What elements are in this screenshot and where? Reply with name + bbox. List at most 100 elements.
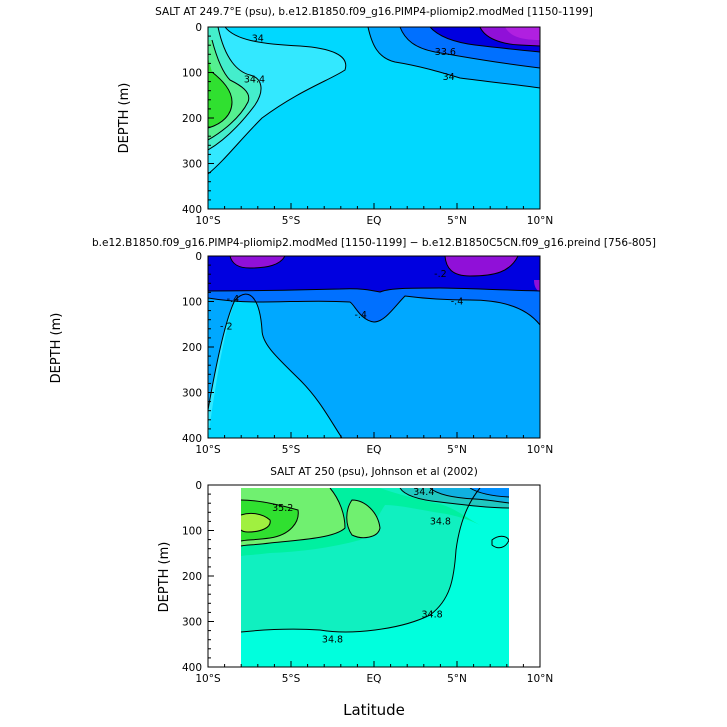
p3-line-a — [240, 487, 481, 633]
y-tick-label: 300 — [182, 388, 202, 400]
contour-label: 34 — [443, 72, 455, 83]
panel-3: SALT AT 250 (psu), Johnson et al (2002) … — [157, 466, 553, 685]
panel-2-ylabel: DEPTH (m) — [49, 313, 64, 384]
contour-label: -.2 — [434, 269, 447, 280]
p1-line-d — [208, 71, 233, 129]
p1-fill-34.8-core — [208, 58, 232, 128]
y-tick-label: 400 — [182, 662, 202, 674]
panel-2-y-ticks: 0 100 200 300 400 — [182, 251, 214, 445]
panel-1-y-ticks: 0 100 200 300 400 — [182, 22, 214, 216]
panel-1-contour-labels: 34 34.4 33.6 34 — [244, 33, 456, 85]
x-tick-label: 5°S — [282, 215, 301, 227]
p3-line-d — [240, 499, 299, 542]
p2-line-c — [208, 287, 540, 293]
contour-label: 35.2 — [272, 503, 293, 514]
y-tick-label: 200 — [182, 342, 202, 354]
y-tick-label: 200 — [182, 571, 202, 583]
panel-1: SALT AT 249.7°E (psu), b.e12.B1850.f09_g… — [117, 6, 593, 227]
x-tick-label: EQ — [367, 673, 382, 685]
p3-line-c — [346, 499, 381, 539]
contour-label: 34.8 — [422, 610, 443, 621]
panel-2: b.e12.B1850.f09_g16.PIMP4-pliomip2.modMe… — [49, 237, 656, 456]
p3-contour-lines — [240, 487, 510, 633]
contour-label: 34.4 — [413, 487, 434, 498]
panel-1-ylabel: DEPTH (m) — [117, 83, 132, 154]
contour-label: -.4 — [451, 297, 464, 308]
p1-line-f — [399, 27, 540, 69]
contour-label: -.4 — [227, 294, 240, 305]
x-tick-label: 5°S — [282, 673, 301, 685]
p1-line-g — [429, 27, 540, 53]
panel-2-x-ticks: 10°S 5°S EQ 5°N 10°N — [195, 432, 553, 456]
panel-3-ylabel: DEPTH (m) — [157, 542, 172, 613]
contour-label: 34.8 — [430, 516, 451, 527]
contour-label: 33.6 — [435, 47, 456, 58]
p3-line-f — [399, 487, 510, 509]
p2-line-a — [208, 293, 343, 438]
y-tick-label: 100 — [182, 68, 202, 80]
figure-xlabel: Latitude — [343, 701, 405, 719]
x-tick-label: 5°S — [282, 444, 301, 456]
contour-label: 34.8 — [322, 635, 343, 646]
panel-1-contours — [208, 27, 540, 209]
panel-3-x-ticks: 10°S 5°S EQ 5°N 10°N — [195, 661, 553, 685]
y-tick-label: 200 — [182, 113, 202, 125]
p1-fill-33.0-core — [505, 27, 540, 40]
p3-line-e — [240, 512, 271, 533]
x-tick-label: 10°N — [527, 215, 553, 227]
x-tick-label: 5°N — [447, 673, 467, 685]
y-tick-label: 0 — [195, 480, 202, 492]
p2-contour-lines — [208, 256, 540, 438]
p2-line-b — [208, 295, 540, 326]
x-tick-label: 10°N — [527, 444, 553, 456]
x-tick-label: EQ — [367, 444, 382, 456]
p1-line-a — [208, 27, 347, 175]
p3-nodata-east — [509, 485, 540, 667]
p2-fill-minus0.8-core-s — [230, 256, 285, 268]
y-tick-label: 100 — [182, 526, 202, 538]
panel-1-x-ticks: 10°S 5°S EQ 5°N 10°N — [195, 203, 553, 227]
p2-line-e — [444, 256, 519, 277]
panel-2-contours — [208, 256, 540, 438]
p2-fill-minus0.8-core-n — [445, 256, 518, 276]
panel-1-title: SALT AT 249.7°E (psu), b.e12.B1850.f09_g… — [155, 6, 593, 18]
p3-line-h — [469, 487, 510, 498]
p2-fill-minus0.8-edge-e — [534, 280, 540, 292]
contour-label: -.2 — [220, 322, 233, 333]
x-tick-label: 10°N — [527, 673, 553, 685]
p3-line-g — [429, 487, 510, 504]
y-tick-label: 100 — [182, 297, 202, 309]
contour-label: 34 — [252, 33, 264, 44]
x-tick-label: 10°S — [195, 215, 221, 227]
y-tick-label: 300 — [182, 159, 202, 171]
p3-fill-34.2-core — [470, 488, 509, 497]
x-tick-label: 5°N — [447, 215, 467, 227]
panel-3-contours — [208, 485, 540, 667]
p2-line-d — [229, 256, 286, 269]
p3-fill-35.6-core — [241, 513, 271, 532]
p3-line-b — [240, 487, 346, 547]
y-tick-label: 400 — [182, 433, 202, 445]
contour-label: -.4 — [354, 310, 367, 321]
x-tick-label: 5°N — [447, 444, 467, 456]
panel-3-title: SALT AT 250 (psu), Johnson et al (2002) — [270, 466, 478, 478]
p3-fill-35.2-east-cell — [346, 500, 380, 538]
y-tick-label: 0 — [195, 251, 202, 263]
p3-line-i — [491, 535, 510, 549]
panel-3-y-ticks: 0 100 200 300 400 — [182, 480, 214, 674]
contour-label: 34.4 — [244, 74, 265, 85]
x-tick-label: 10°S — [195, 673, 221, 685]
x-tick-label: EQ — [367, 215, 382, 227]
p1-line-b — [208, 27, 262, 151]
p3-nodata-top — [241, 485, 509, 488]
y-tick-label: 400 — [182, 204, 202, 216]
p1-fill-34.2-band — [208, 27, 346, 174]
y-tick-label: 0 — [195, 22, 202, 34]
panel-2-title: b.e12.B1850.f09_g16.PIMP4-pliomip2.modMe… — [92, 237, 656, 249]
p1-line-c — [208, 39, 250, 141]
panel-2-contour-labels: -.2 -.4 -.4 -.4 -.2 — [220, 269, 463, 332]
p1-contour-lines — [208, 27, 540, 175]
x-tick-label: 10°S — [195, 444, 221, 456]
y-tick-label: 300 — [182, 617, 202, 629]
